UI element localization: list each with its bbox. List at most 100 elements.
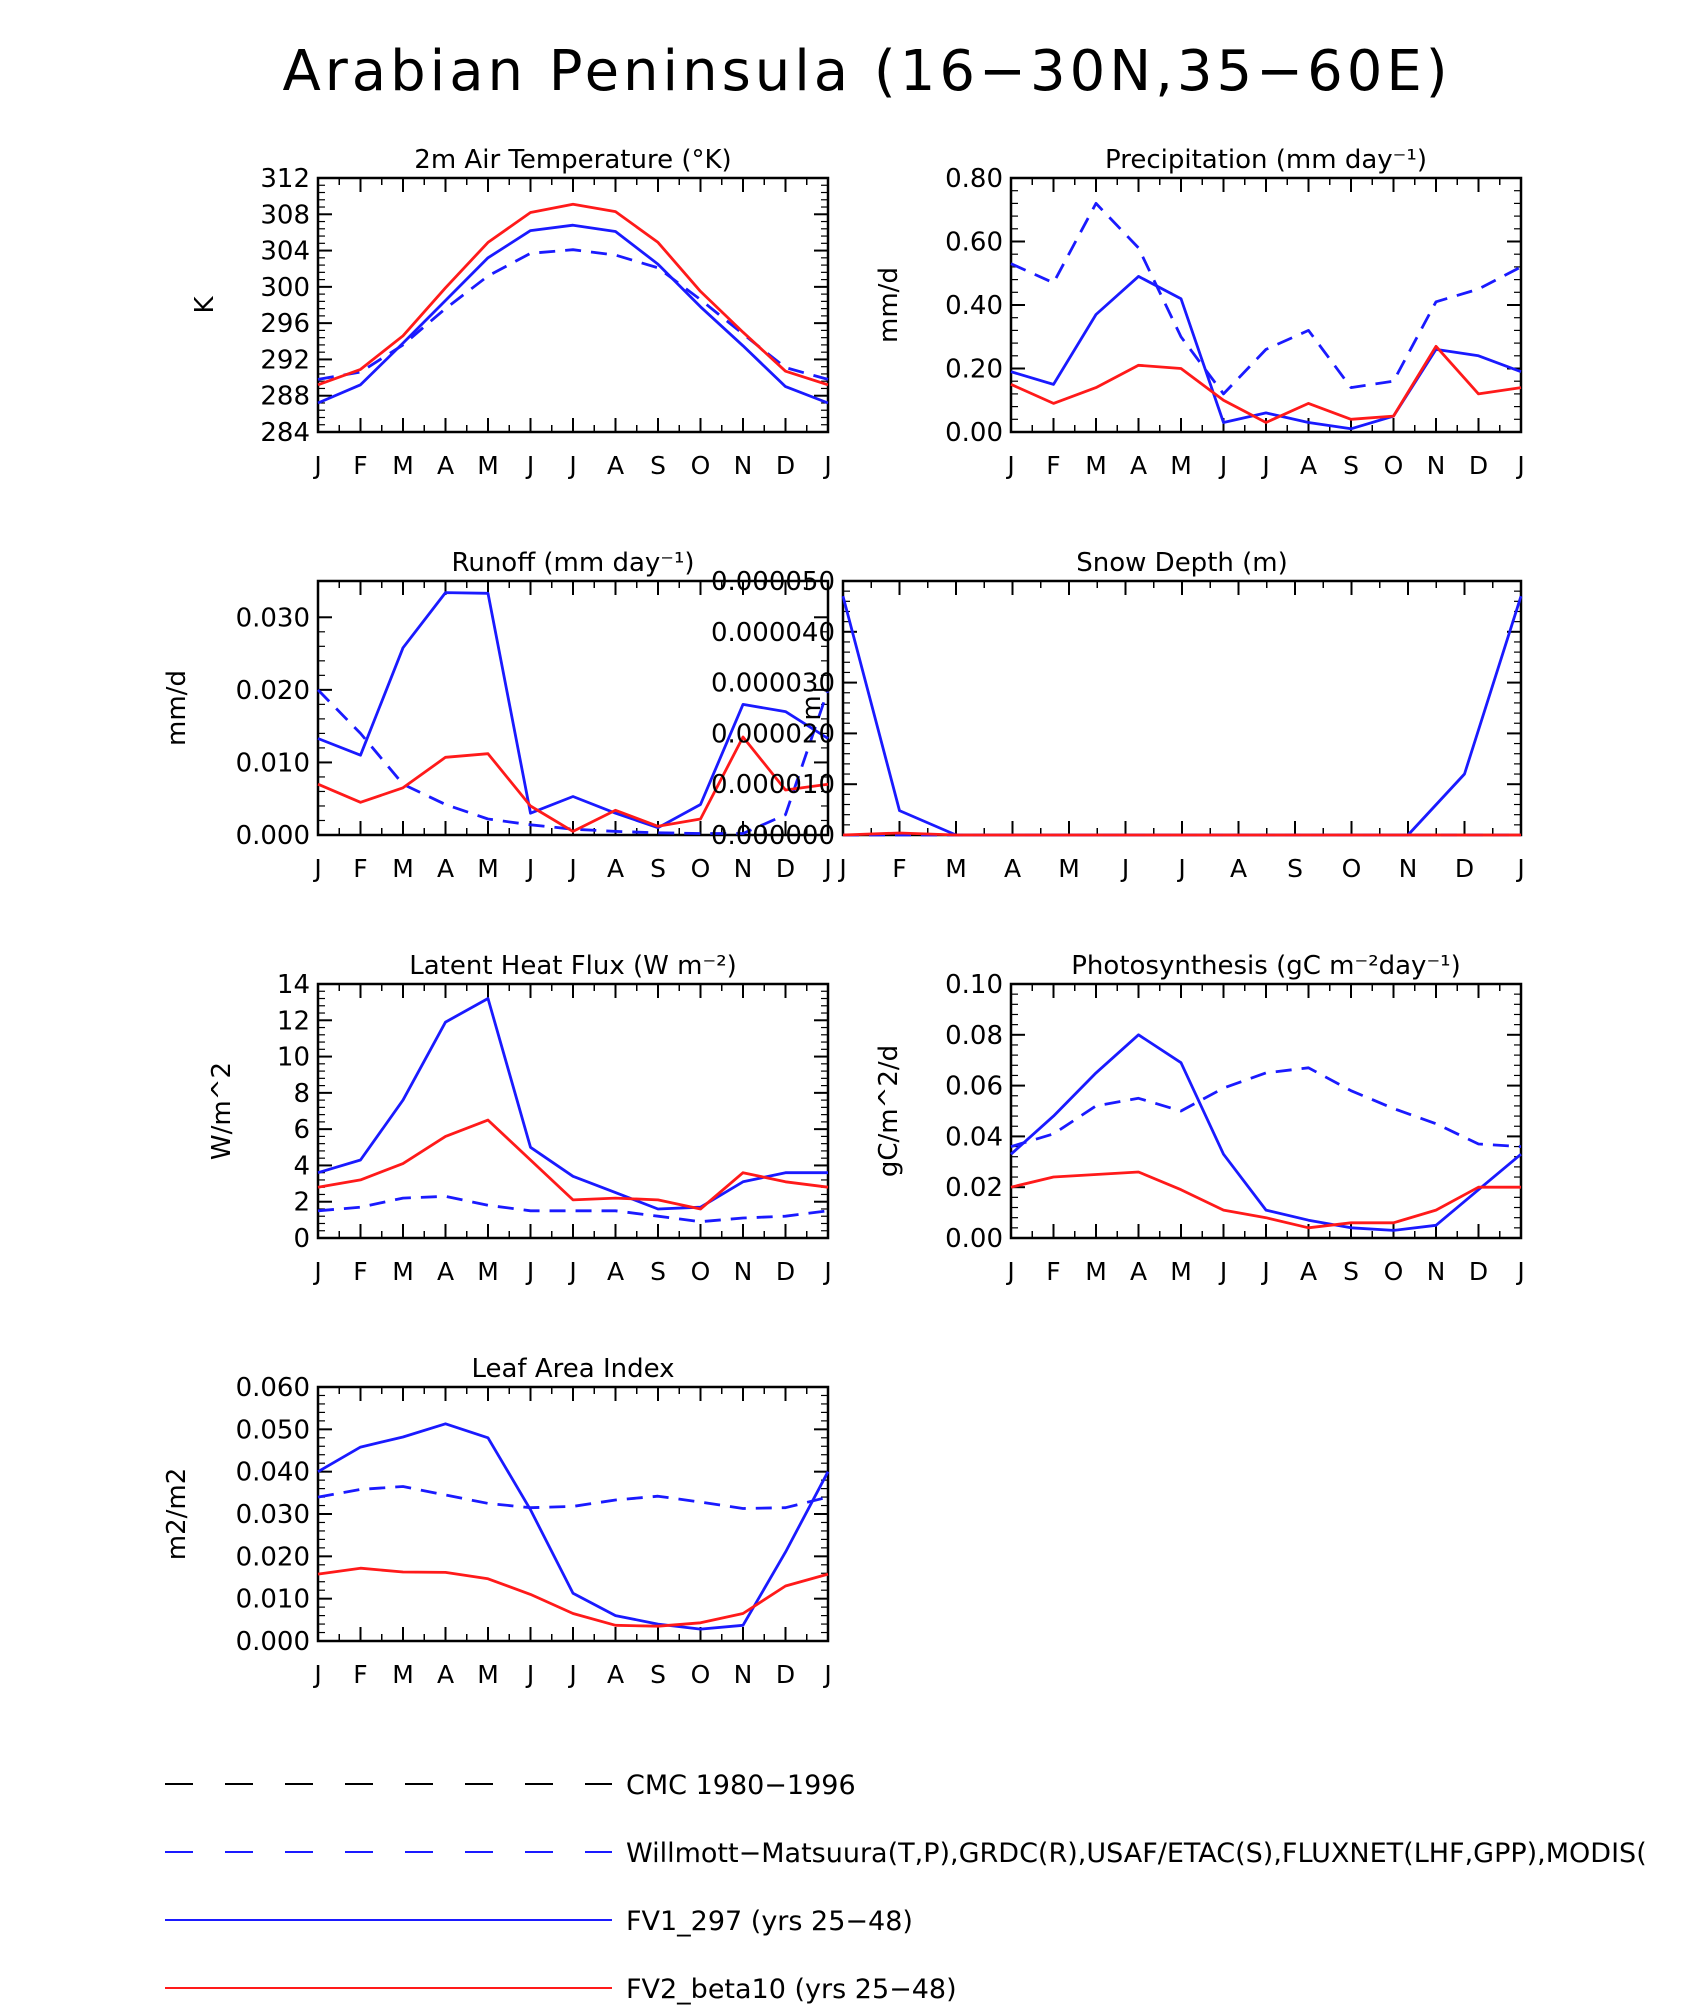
x-tick-label: N: [1399, 854, 1418, 883]
x-tick-label: D: [1455, 854, 1474, 883]
chart-panel-4: Snow Depth (m)J F M A M J J A S O N D J0.0000500.000…: [711, 548, 1525, 883]
y-tick-label: 2: [293, 1188, 310, 1218]
x-tick-label: J: [1120, 854, 1129, 883]
x-tick-label: D: [1469, 451, 1488, 480]
x-tick-label: A: [1004, 854, 1021, 883]
chart-panel-5: Latent Heat Flux (W m⁻²)J F M A M J J A S O N D J141…: [207, 951, 832, 1286]
x-tick-label: A: [607, 1660, 624, 1689]
x-tick-label: A: [437, 1660, 454, 1689]
x-tick-label: M: [477, 1257, 499, 1286]
chart-panel-6: Photosynthesis (gC m⁻²day⁻¹)J F M A M J J A S O N D…: [874, 951, 1525, 1286]
series-line-fv2-beta10: [317, 735, 829, 833]
x-tick-label: J: [567, 1660, 576, 1689]
series-line-willmott-matsuura: [317, 248, 829, 381]
y-tick-label: 0.000: [236, 821, 310, 851]
series-line-fv2-beta10: [1010, 1170, 1521, 1230]
y-tick-label: 304: [260, 237, 310, 267]
y-tick-label: 0.000040: [711, 618, 835, 648]
figure-title: Arabian Peninsula (16−30N,35−60E): [282, 39, 1451, 104]
x-tick-label: M: [477, 451, 499, 480]
series-line-fv1-297: [317, 997, 828, 1211]
x-tick-label: J: [567, 1257, 576, 1286]
y-tick-label: 288: [260, 382, 310, 412]
legend-label-obs: Willmott−Matsuura(T,P),GRDC(R),USAF/ETAC…: [626, 1838, 1647, 1869]
y-tick-label: 0.000010: [711, 770, 835, 800]
series-line-fluxnet: [317, 1194, 829, 1224]
x-tick-label: A: [1300, 1257, 1317, 1286]
y-tick-label: 0.010: [236, 748, 310, 778]
legend-label-fv1: FV1_297 (yrs 25−48): [626, 1906, 913, 1937]
y-tick-label: 296: [260, 309, 310, 339]
y-tick-label: 292: [260, 345, 310, 375]
x-tick-label: J: [1176, 854, 1185, 883]
x-tick-label: J: [1218, 451, 1227, 480]
x-tick-label: A: [437, 854, 454, 883]
legend: CMC 1980−1996 Willmott−Matsuura(T,P),GRD…: [165, 1770, 1647, 2005]
legend-entry-fv2: FV2_beta10 (yrs 25−48): [165, 1974, 957, 2005]
y-tick-label: 308: [260, 200, 310, 230]
x-tick-label: N: [734, 854, 753, 883]
x-tick-label: J: [822, 854, 831, 883]
y-axis-label: K: [190, 296, 220, 314]
y-tick-label: 0: [293, 1224, 310, 1254]
legend-entry-obs: Willmott−Matsuura(T,P),GRDC(R),USAF/ETAC…: [165, 1838, 1647, 1869]
legend-label-cmc: CMC 1980−1996: [626, 1770, 856, 1801]
y-tick-label: 312: [260, 164, 310, 194]
y-tick-label: 10: [277, 1043, 310, 1073]
x-tick-label: A: [1130, 451, 1147, 480]
x-tick-label: N: [734, 451, 753, 480]
y-axis-label: m: [797, 695, 827, 720]
x-tick-label: M: [477, 854, 499, 883]
chart-panel-2: Precipitation (mm day⁻¹)J F M A M J J A S O N D J0.8…: [874, 145, 1525, 480]
x-tick-label: O: [1342, 854, 1362, 883]
legend-entry-cmc: CMC 1980−1996: [165, 1770, 856, 1801]
plot-frame: [316, 1385, 830, 1643]
y-tick-label: 0.060: [236, 1373, 310, 1403]
x-tick-label: N: [1427, 451, 1446, 480]
x-tick-label: M: [392, 1257, 414, 1286]
y-tick-label: 0.08: [945, 1021, 1003, 1051]
chart-title: Runoff (mm day⁻¹): [451, 548, 694, 578]
y-tick-label: 0.10: [945, 970, 1003, 1000]
x-tick-label: F: [892, 854, 906, 883]
x-tick-label: F: [1046, 1257, 1060, 1286]
y-tick-label: 0.010: [236, 1585, 310, 1615]
y-tick-label: 0.020: [236, 1542, 310, 1572]
legend-label-fv2: FV2_beta10 (yrs 25−48): [626, 1974, 957, 2005]
panels: 2m Air Temperature (°K)J F M A M J J A S O N D J3123…: [162, 145, 1525, 1689]
chart-panel-3: Runoff (mm day⁻¹)J F M A M J J A S O N D J0.0300.020…: [162, 548, 832, 883]
series-line-fv1-297: [841, 595, 1523, 837]
y-tick-label: 0.06: [945, 1072, 1003, 1102]
x-tick-label: N: [734, 1660, 753, 1689]
x-tick-label: S: [650, 451, 666, 480]
y-tick-label: 0.000050: [711, 567, 835, 597]
y-axis-label: W/m^2: [207, 1062, 237, 1160]
y-tick-label: 0.80: [945, 164, 1003, 194]
y-tick-label: 12: [277, 1006, 310, 1036]
x-tick-label: S: [650, 854, 666, 883]
x-tick-label: J: [567, 451, 576, 480]
x-tick-label: J: [1515, 854, 1524, 883]
x-tick-label: F: [1046, 451, 1060, 480]
chart-title: Precipitation (mm day⁻¹): [1105, 145, 1427, 175]
x-tick-label: M: [392, 854, 414, 883]
x-tick-label: F: [353, 1257, 367, 1286]
chart-panel-1: 2m Air Temperature (°K)J F M A M J J A S O N D J3123…: [190, 145, 832, 480]
x-tick-label: J: [312, 854, 321, 883]
x-tick-label: N: [734, 1257, 753, 1286]
x-tick-label: S: [1343, 451, 1359, 480]
x-tick-label: J: [1005, 1257, 1014, 1286]
chart-title: Snow Depth (m): [1076, 548, 1288, 578]
x-tick-label: F: [353, 1660, 367, 1689]
x-tick-label: D: [776, 451, 795, 480]
y-tick-label: 0.020: [236, 676, 310, 706]
y-tick-label: 14: [277, 970, 310, 1000]
x-tick-label: D: [776, 1660, 795, 1689]
x-tick-label: J: [525, 1257, 534, 1286]
x-tick-label: O: [1384, 1257, 1404, 1286]
series-line-fv1-297: [317, 1422, 830, 1631]
series-line-willmott-matsuura: [1010, 201, 1522, 396]
y-tick-label: 0.04: [945, 1122, 1003, 1152]
x-tick-label: J: [567, 854, 576, 883]
x-tick-label: J: [525, 1660, 534, 1689]
